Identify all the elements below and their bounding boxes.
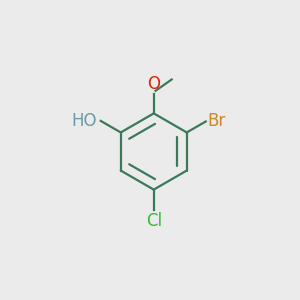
Text: O: O (147, 75, 160, 93)
Text: Br: Br (208, 112, 226, 130)
Text: HO: HO (72, 112, 97, 130)
Text: Cl: Cl (146, 212, 162, 230)
